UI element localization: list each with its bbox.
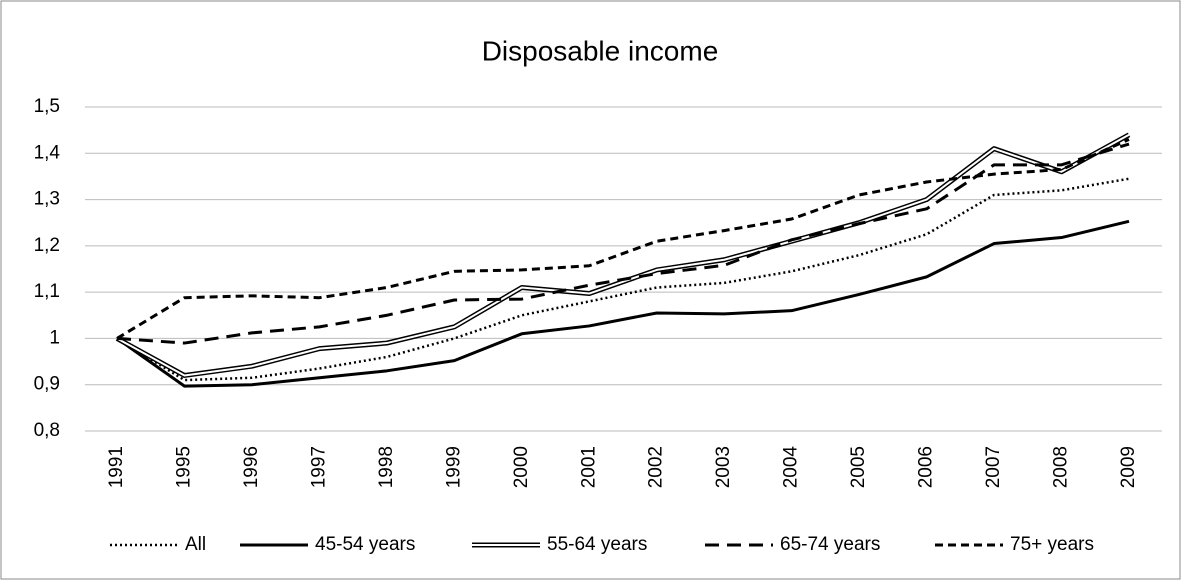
y-tick-label: 1,3 [34, 189, 60, 210]
legend-label: 65-74 years [780, 534, 880, 555]
x-tick-label: 2008 [1051, 446, 1072, 488]
legend-label: 45-54 years [315, 534, 415, 555]
series-line [116, 142, 1130, 345]
x-tick-label: 2003 [713, 446, 734, 488]
x-tick-label: 2007 [983, 446, 1004, 488]
x-tick-label: 2004 [781, 446, 802, 489]
legend-label: 55-64 years [547, 534, 647, 555]
x-tick-label: 2009 [1118, 446, 1139, 488]
y-tick-label: 1,4 [34, 142, 61, 163]
x-tick-label: 2002 [646, 446, 667, 488]
x-tick-label: 1997 [308, 446, 329, 488]
x-tick-label: 1998 [376, 446, 397, 488]
chart-title: Disposable income [482, 35, 719, 66]
y-tick-label: 0,9 [34, 374, 60, 395]
series-line [116, 177, 1130, 382]
legend-label: 75+ years [1010, 534, 1094, 555]
x-tick-label: 1999 [443, 446, 464, 488]
y-tick-label: 1,5 [34, 96, 60, 117]
series-line-inner [116, 133, 1130, 377]
x-tick-label: 1991 [106, 446, 127, 488]
x-tick-label: 2000 [511, 446, 532, 488]
y-tick-label: 1,1 [34, 281, 60, 302]
x-tick-label: 2005 [848, 446, 869, 488]
legend-label: All [185, 534, 206, 555]
x-tick-label: 2006 [916, 446, 937, 488]
series-line [116, 138, 1130, 340]
x-tick-label: 1995 [173, 446, 194, 488]
x-tick-label: 2001 [578, 446, 599, 488]
y-tick-label: 1 [49, 327, 60, 348]
series-line [116, 219, 1130, 388]
x-tick-label: 1996 [241, 446, 262, 488]
y-tick-label: 0,8 [34, 420, 60, 441]
y-tick-label: 1,2 [34, 235, 60, 256]
